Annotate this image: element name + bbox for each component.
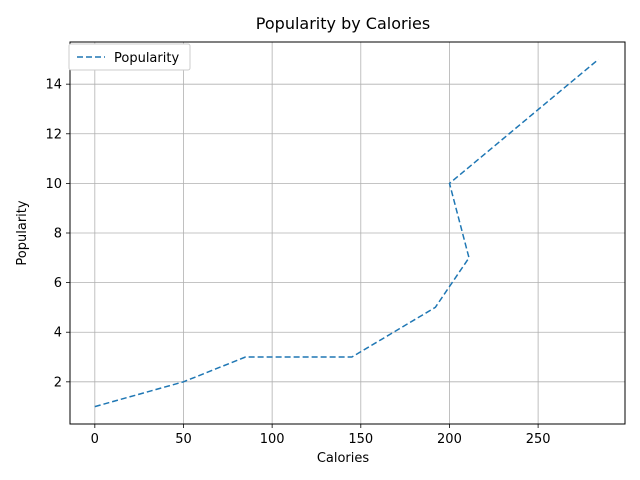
x-tick-label-0: 0 [91, 432, 99, 447]
y-axis-ticks: 2 4 6 8 10 12 14 [45, 78, 70, 390]
x-axis-ticks: 0 50 100 150 200 250 [91, 424, 551, 447]
series-layer [94, 58, 599, 408]
chart-title: Popularity by Calories [256, 14, 430, 33]
legend: Popularity [68, 43, 191, 71]
x-tick-label-150: 150 [348, 432, 373, 447]
y-tick-label-12: 12 [45, 127, 62, 142]
x-tick-label-200: 200 [437, 432, 462, 447]
x-tick-label-250: 250 [526, 432, 551, 447]
series-line-popularity [94, 58, 599, 408]
x-tick-label-100: 100 [260, 432, 285, 447]
y-tick-label-8: 8 [54, 227, 62, 242]
y-tick-label-6: 6 [54, 276, 62, 291]
y-tick-label-10: 10 [45, 177, 62, 192]
x-tick-label-50: 50 [175, 432, 192, 447]
plot-area [69, 41, 626, 425]
y-tick-label-14: 14 [45, 78, 62, 93]
y-tick-label-2: 2 [54, 375, 62, 390]
x-axis-label: Calories [317, 451, 370, 466]
y-tick-label-4: 4 [54, 326, 62, 341]
grid-horizontal [70, 83, 625, 383]
legend-label-popularity: Popularity [114, 51, 179, 66]
legend-box [68, 43, 191, 71]
y-axis-label: Popularity [15, 200, 30, 265]
